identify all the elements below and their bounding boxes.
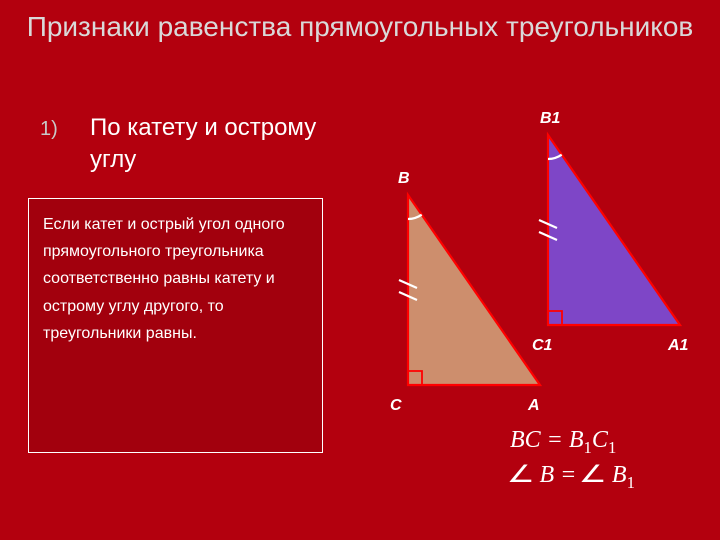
- list-item-text: По катету и острому углу: [90, 112, 320, 177]
- svg-text:B: B: [398, 170, 410, 187]
- slide-title: Признаки равенства прямоугольных треугол…: [0, 10, 720, 44]
- equations: BC = B1C1 ∠ B = ∠ B1: [510, 425, 635, 493]
- list-number: 1): [40, 118, 58, 141]
- triangles-diagram: B C A B1 C1 A1: [360, 105, 710, 465]
- equation-2: ∠ B = ∠ B1: [510, 459, 635, 494]
- svg-text:C: C: [390, 397, 402, 414]
- svg-text:A1: A1: [667, 337, 689, 354]
- equation-1: BC = B1C1: [510, 425, 635, 459]
- svg-text:C1: C1: [532, 337, 553, 354]
- svg-text:B1: B1: [540, 110, 561, 127]
- theorem-box: Если катет и острый угол одного прямоуго…: [28, 198, 323, 453]
- svg-text:A: A: [527, 397, 540, 414]
